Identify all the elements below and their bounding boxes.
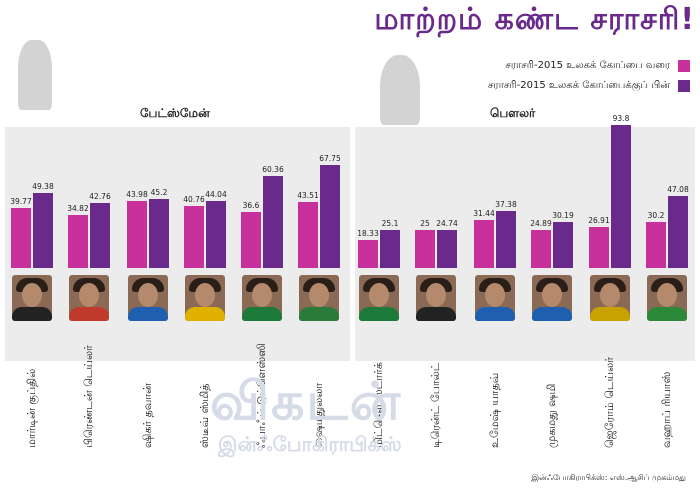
player-photo [416,275,456,321]
bar-before-6 [358,240,378,268]
bar-value-label: 30.2 [647,211,665,221]
legend-swatch-after [678,80,690,92]
legend-label-before: சராசரி-2015 உலகக் கோப்பை வரை [505,60,670,71]
bar-after-5 [320,165,340,268]
bar-after-11 [668,196,688,268]
bar-value-label: 45.2 [150,188,168,198]
player-name: பிரெண்டன் டெய்லர் [82,345,95,448]
bar-after-7 [437,230,457,268]
player-photo [242,275,282,321]
watermark-sub: இன்ஃபோகிராபிக்ஸ் [218,432,402,456]
credit-line: இன்ஃபோகிராபிக்ஸ்: எஸ்.ஆசிப் முகம்மது [531,473,686,482]
bar-after-8 [496,211,516,268]
player-name: வஹாப் ரியாஸ் [660,371,673,448]
bar-before-0 [11,207,31,268]
bar-value-label: 24.89 [530,219,552,229]
bar-after-9 [553,222,573,268]
bar-after-10 [611,125,631,268]
player-photo [12,275,52,321]
bar-value-label: 25.1 [381,218,399,228]
bowler-silhouette [380,55,420,125]
bar-value-label: 40.76 [183,195,205,205]
bar-value-label: 31.44 [473,209,495,219]
player-photo [299,275,339,321]
legend-swatch-before [678,60,690,72]
bar-value-label: 49.38 [32,181,54,191]
bar-before-10 [589,227,609,268]
bar-value-label: 37.38 [495,200,517,210]
bar-value-label: 26.91 [588,216,610,226]
bar-before-2 [127,201,147,268]
section-label-bowlers: பௌலர் [490,106,536,120]
player-photo [647,275,687,321]
player-name: ஜெரோம் டெய்லர் [603,357,616,448]
bar-after-1 [90,203,110,268]
bar-value-label: 43.51 [297,190,319,200]
bar-after-6 [380,229,400,268]
player-name: மார்டின் குப்தில் [25,368,38,448]
bar-before-7 [415,230,435,268]
player-photo [475,275,515,321]
bowlers-panel [355,127,695,361]
bar-before-1 [68,215,88,268]
section-label-batsmen: பேட்ஸ்மேன் [140,106,210,120]
player-name: உமேஷ் யாதவ் [488,372,501,448]
batsman-silhouette [18,40,52,110]
bar-value-label: 34.82 [67,204,89,214]
bar-value-label: 60.36 [262,165,284,175]
legend-item-after: சராசரி-2015 உலகக் கோப்பைக்குப் பின் [488,80,690,92]
bar-value-label: 44.04 [205,190,227,200]
legend-label-after: சராசரி-2015 உலகக் கோப்பைக்குப் பின் [488,80,670,91]
bar-before-8 [474,220,494,268]
player-photo [128,275,168,321]
player-photo [69,275,109,321]
bar-value-label: 30.19 [552,211,574,221]
bar-value-label: 43.98 [126,190,148,200]
batsmen-panel [5,127,350,361]
bar-value-label: 18.33 [357,229,379,239]
bar-value-label: 67.75 [319,154,341,164]
bar-value-label: 25 [420,219,430,228]
bar-after-3 [206,201,226,268]
bar-before-11 [646,222,666,268]
player-photo [185,275,225,321]
page-title: மாற்றம் கண்ட சராசரி! [374,2,695,37]
player-name: முகமது ஷமி [545,383,558,448]
bar-value-label: 93.8 [612,114,630,124]
player-name: டிரென்ட் போல்ட் [429,362,442,448]
player-photo [359,275,399,321]
bar-value-label: 24.74 [436,219,458,229]
bar-after-4 [263,176,283,268]
player-photo [590,275,630,321]
bar-before-3 [184,206,204,268]
bar-value-label: 36.6 [242,201,260,211]
player-photo [532,275,572,321]
bar-value-label: 39.77 [10,196,32,206]
legend-item-before: சராசரி-2015 உலகக் கோப்பை வரை [505,60,690,72]
bar-value-label: 42.76 [89,192,111,201]
bar-value-label: 47.08 [667,185,689,195]
bar-after-0 [33,192,53,268]
bar-before-5 [298,201,318,268]
bar-after-2 [149,199,169,268]
bar-before-9 [531,230,551,268]
bar-before-4 [241,212,261,268]
player-name: ஷிகர் தவான் [141,383,154,448]
watermark-logo: விகடன் [210,372,403,432]
